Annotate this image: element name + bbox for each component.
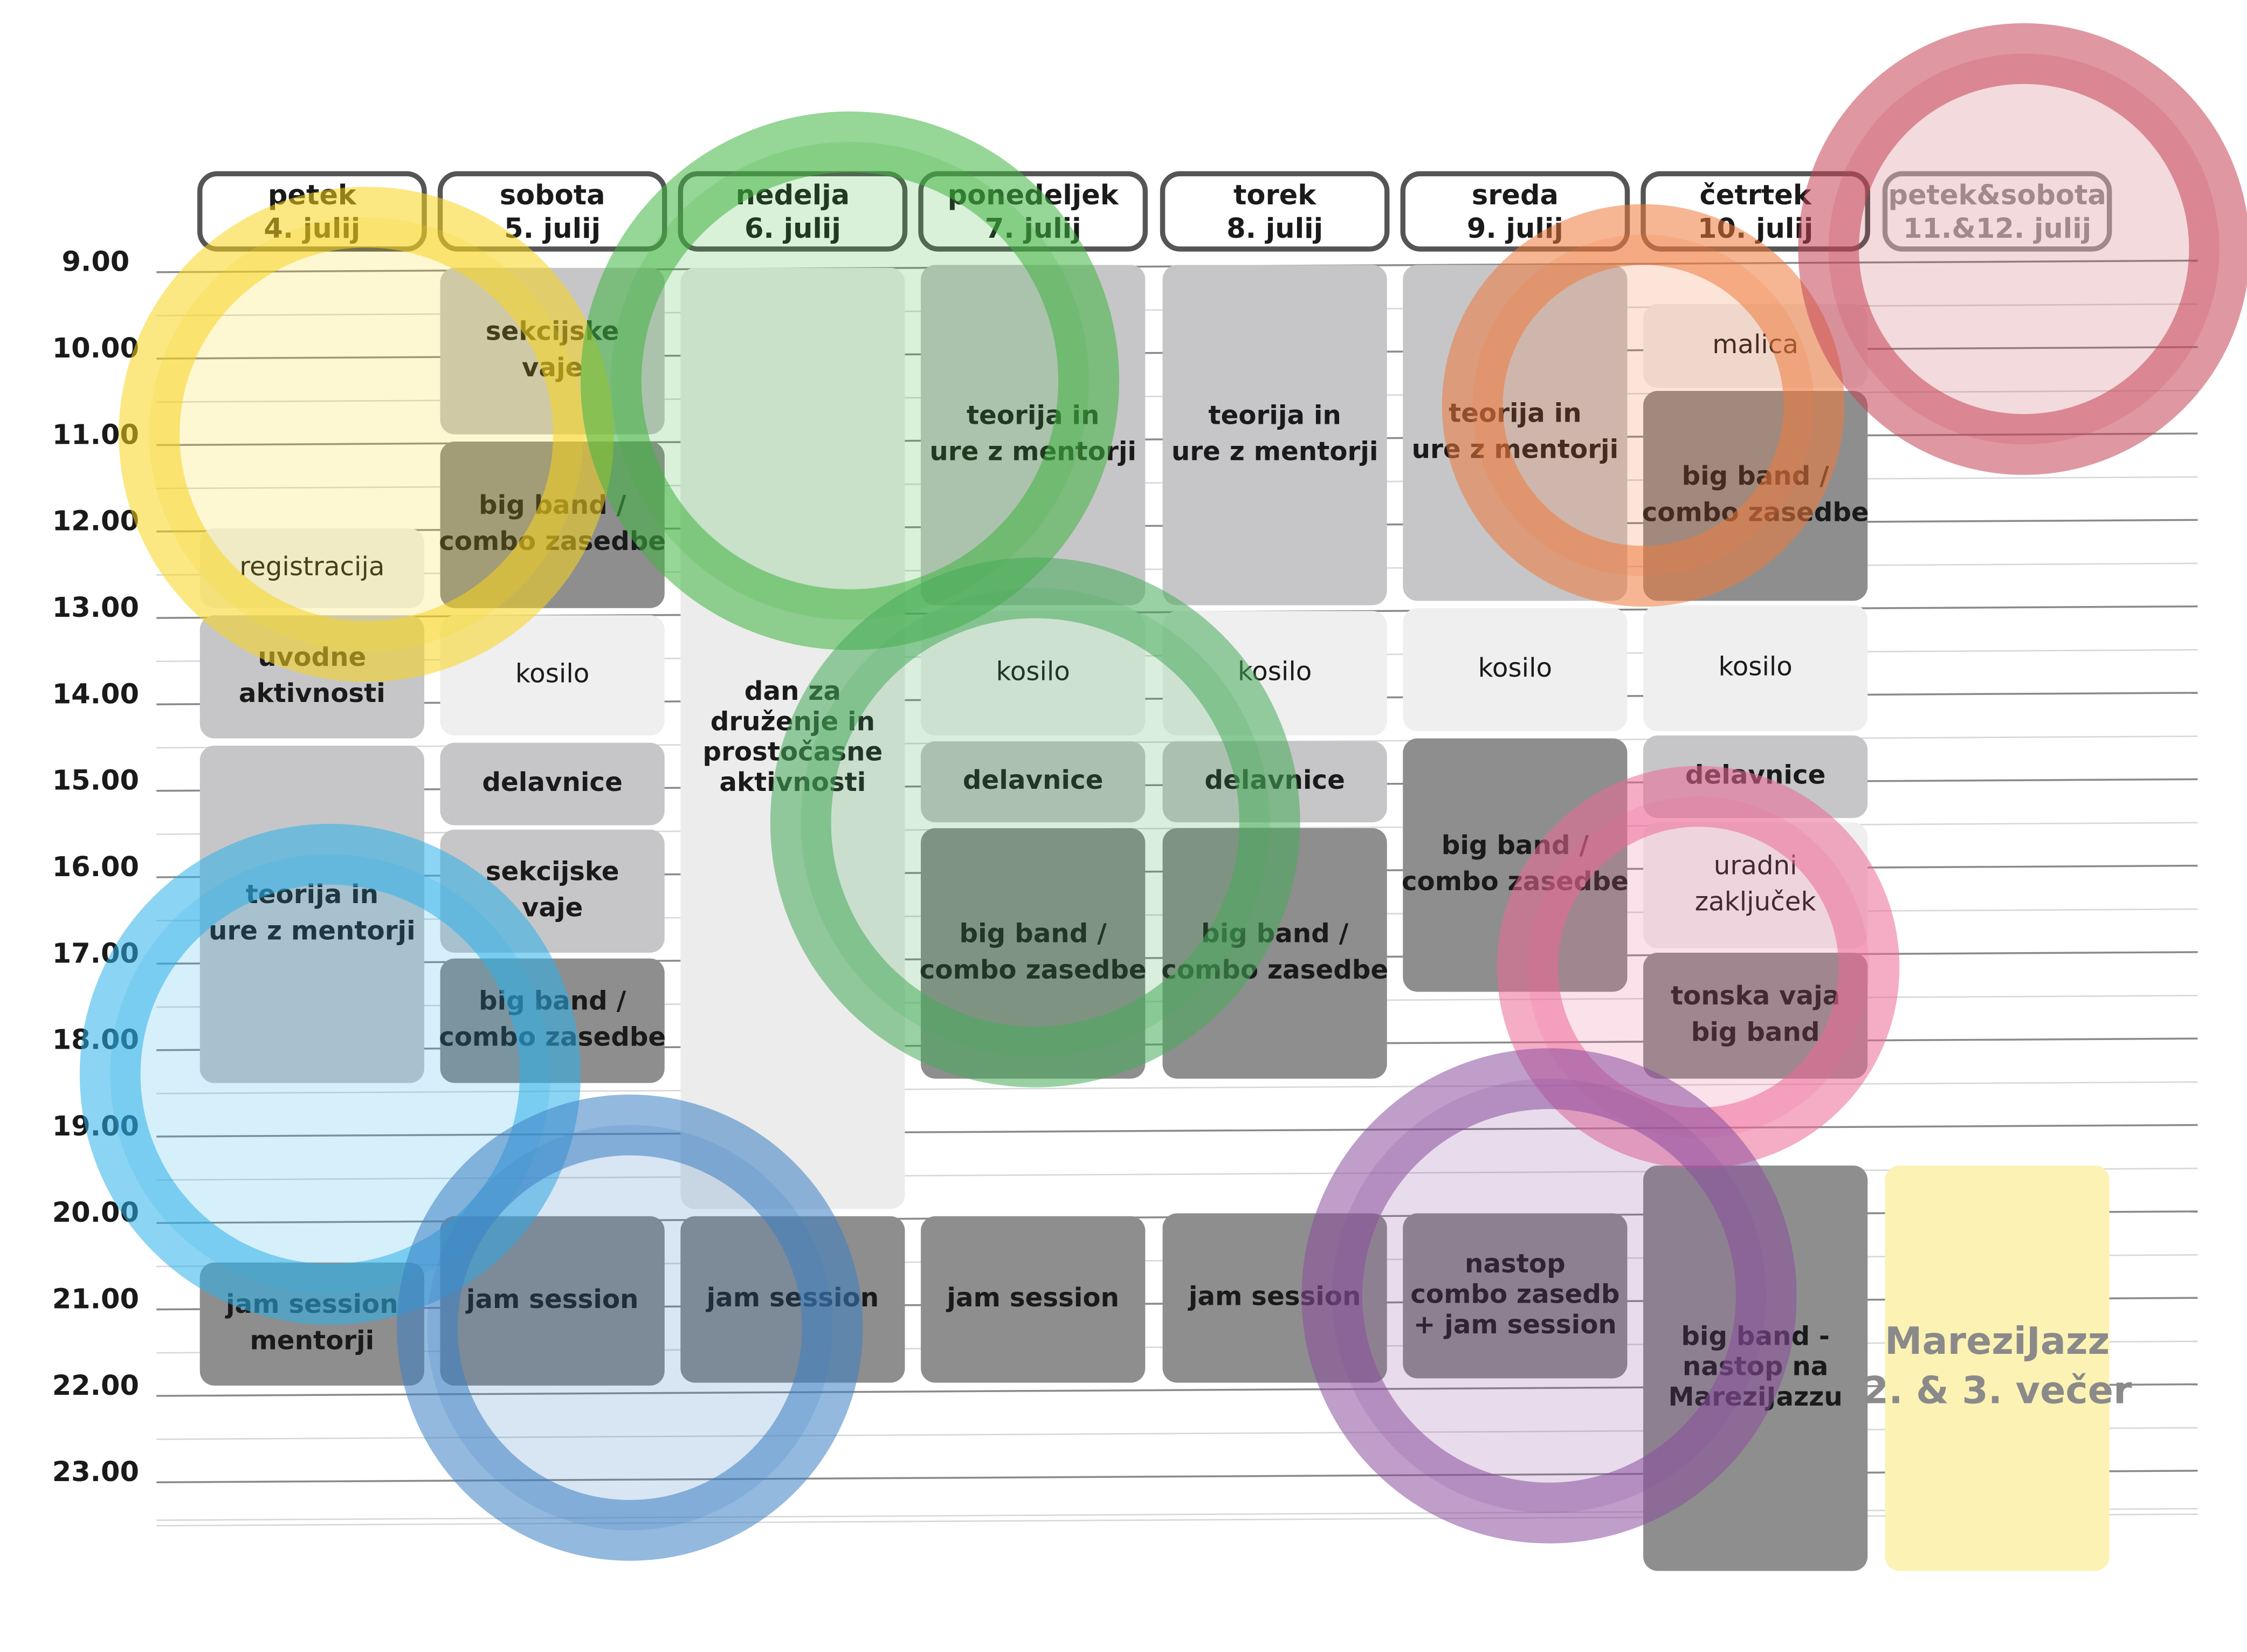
event-text: vaje — [522, 892, 583, 923]
day-name: sobota — [500, 180, 605, 211]
event-box — [921, 611, 1146, 736]
event-box — [1162, 265, 1387, 605]
time-label: 12.00 — [52, 506, 139, 538]
event-text: kosilo — [1478, 653, 1552, 683]
event-text: tonska vaja — [1671, 981, 1840, 1011]
event-text: aktivnosti — [239, 678, 385, 708]
event-text: jam session — [465, 1284, 639, 1314]
event-text: + jam session — [1414, 1310, 1617, 1340]
event-text: 2. & 3. večer — [1863, 1368, 2132, 1412]
day-name: petek&sobota — [1888, 180, 2106, 211]
day-date: 8. julij — [1226, 213, 1323, 245]
event-box — [440, 742, 665, 825]
event-box — [1885, 1165, 2110, 1571]
event-box — [1162, 828, 1387, 1079]
event-text: kosilo — [996, 657, 1070, 687]
event-box — [440, 615, 665, 736]
time-label: 13.00 — [52, 592, 139, 624]
event-text: nastop — [1465, 1249, 1566, 1279]
event-box — [1403, 738, 1628, 992]
time-label: 22.00 — [52, 1370, 139, 1402]
time-label: 14.00 — [52, 678, 139, 710]
day-date: 11.&12. julij — [1903, 213, 2091, 245]
time-label: 23.00 — [52, 1456, 139, 1488]
decor-ring — [1301, 1048, 1797, 1544]
day-header — [1882, 171, 2112, 252]
time-label: 10.00 — [52, 333, 139, 364]
event-text: big band — [1691, 1017, 1820, 1047]
decor-ring — [396, 1095, 863, 1561]
event-box — [1643, 605, 1868, 732]
event-text: delavnice — [482, 767, 622, 797]
time-label: 16.00 — [52, 851, 139, 883]
event-text: delavnice — [963, 765, 1103, 795]
event-box — [921, 741, 1146, 823]
event-text: ure z mentorji — [1171, 437, 1378, 467]
event-text: uradni — [1714, 851, 1797, 881]
event-text: combo zasedbe — [920, 955, 1147, 985]
time-label: 15.00 — [52, 765, 139, 797]
decor-ring — [770, 557, 1300, 1087]
hour-line — [156, 1124, 2198, 1138]
decor-ring — [580, 111, 1119, 650]
event-box — [921, 828, 1146, 1079]
event-text: mentorji — [250, 1325, 374, 1355]
time-label: 9.00 — [61, 246, 129, 278]
day-date: 6. julij — [745, 213, 841, 245]
event-box — [1643, 952, 1868, 1079]
event-box — [1403, 608, 1628, 732]
event-box — [921, 1216, 1146, 1383]
decor-ring — [119, 187, 614, 682]
day-date: 5. julij — [504, 213, 601, 245]
event-text: jam session — [946, 1283, 1119, 1313]
day-name: četrtek — [1700, 180, 1812, 211]
decor-ring — [1798, 23, 2247, 475]
event-text: kosilo — [1718, 651, 1792, 682]
event-text: registracija — [239, 552, 384, 582]
event-text: zaključek — [1695, 887, 1816, 917]
event-text: sekcijske — [486, 856, 619, 886]
day-name: torek — [1233, 180, 1317, 211]
event-box — [1403, 1213, 1628, 1379]
time-label: 21.00 — [52, 1284, 139, 1316]
event-text: combo zasedb — [1410, 1279, 1619, 1309]
event-text: ure z mentorji — [209, 916, 416, 946]
decor-ring — [1442, 204, 1845, 607]
day-name: sreda — [1472, 180, 1559, 211]
decor-ring — [79, 823, 581, 1325]
event-text: big band / — [960, 919, 1107, 949]
event-text: teorija in — [1208, 400, 1341, 430]
event-text: kosilo — [515, 659, 589, 689]
event-text: MareziJazz — [1885, 1319, 2110, 1363]
day-header — [1160, 171, 1390, 252]
